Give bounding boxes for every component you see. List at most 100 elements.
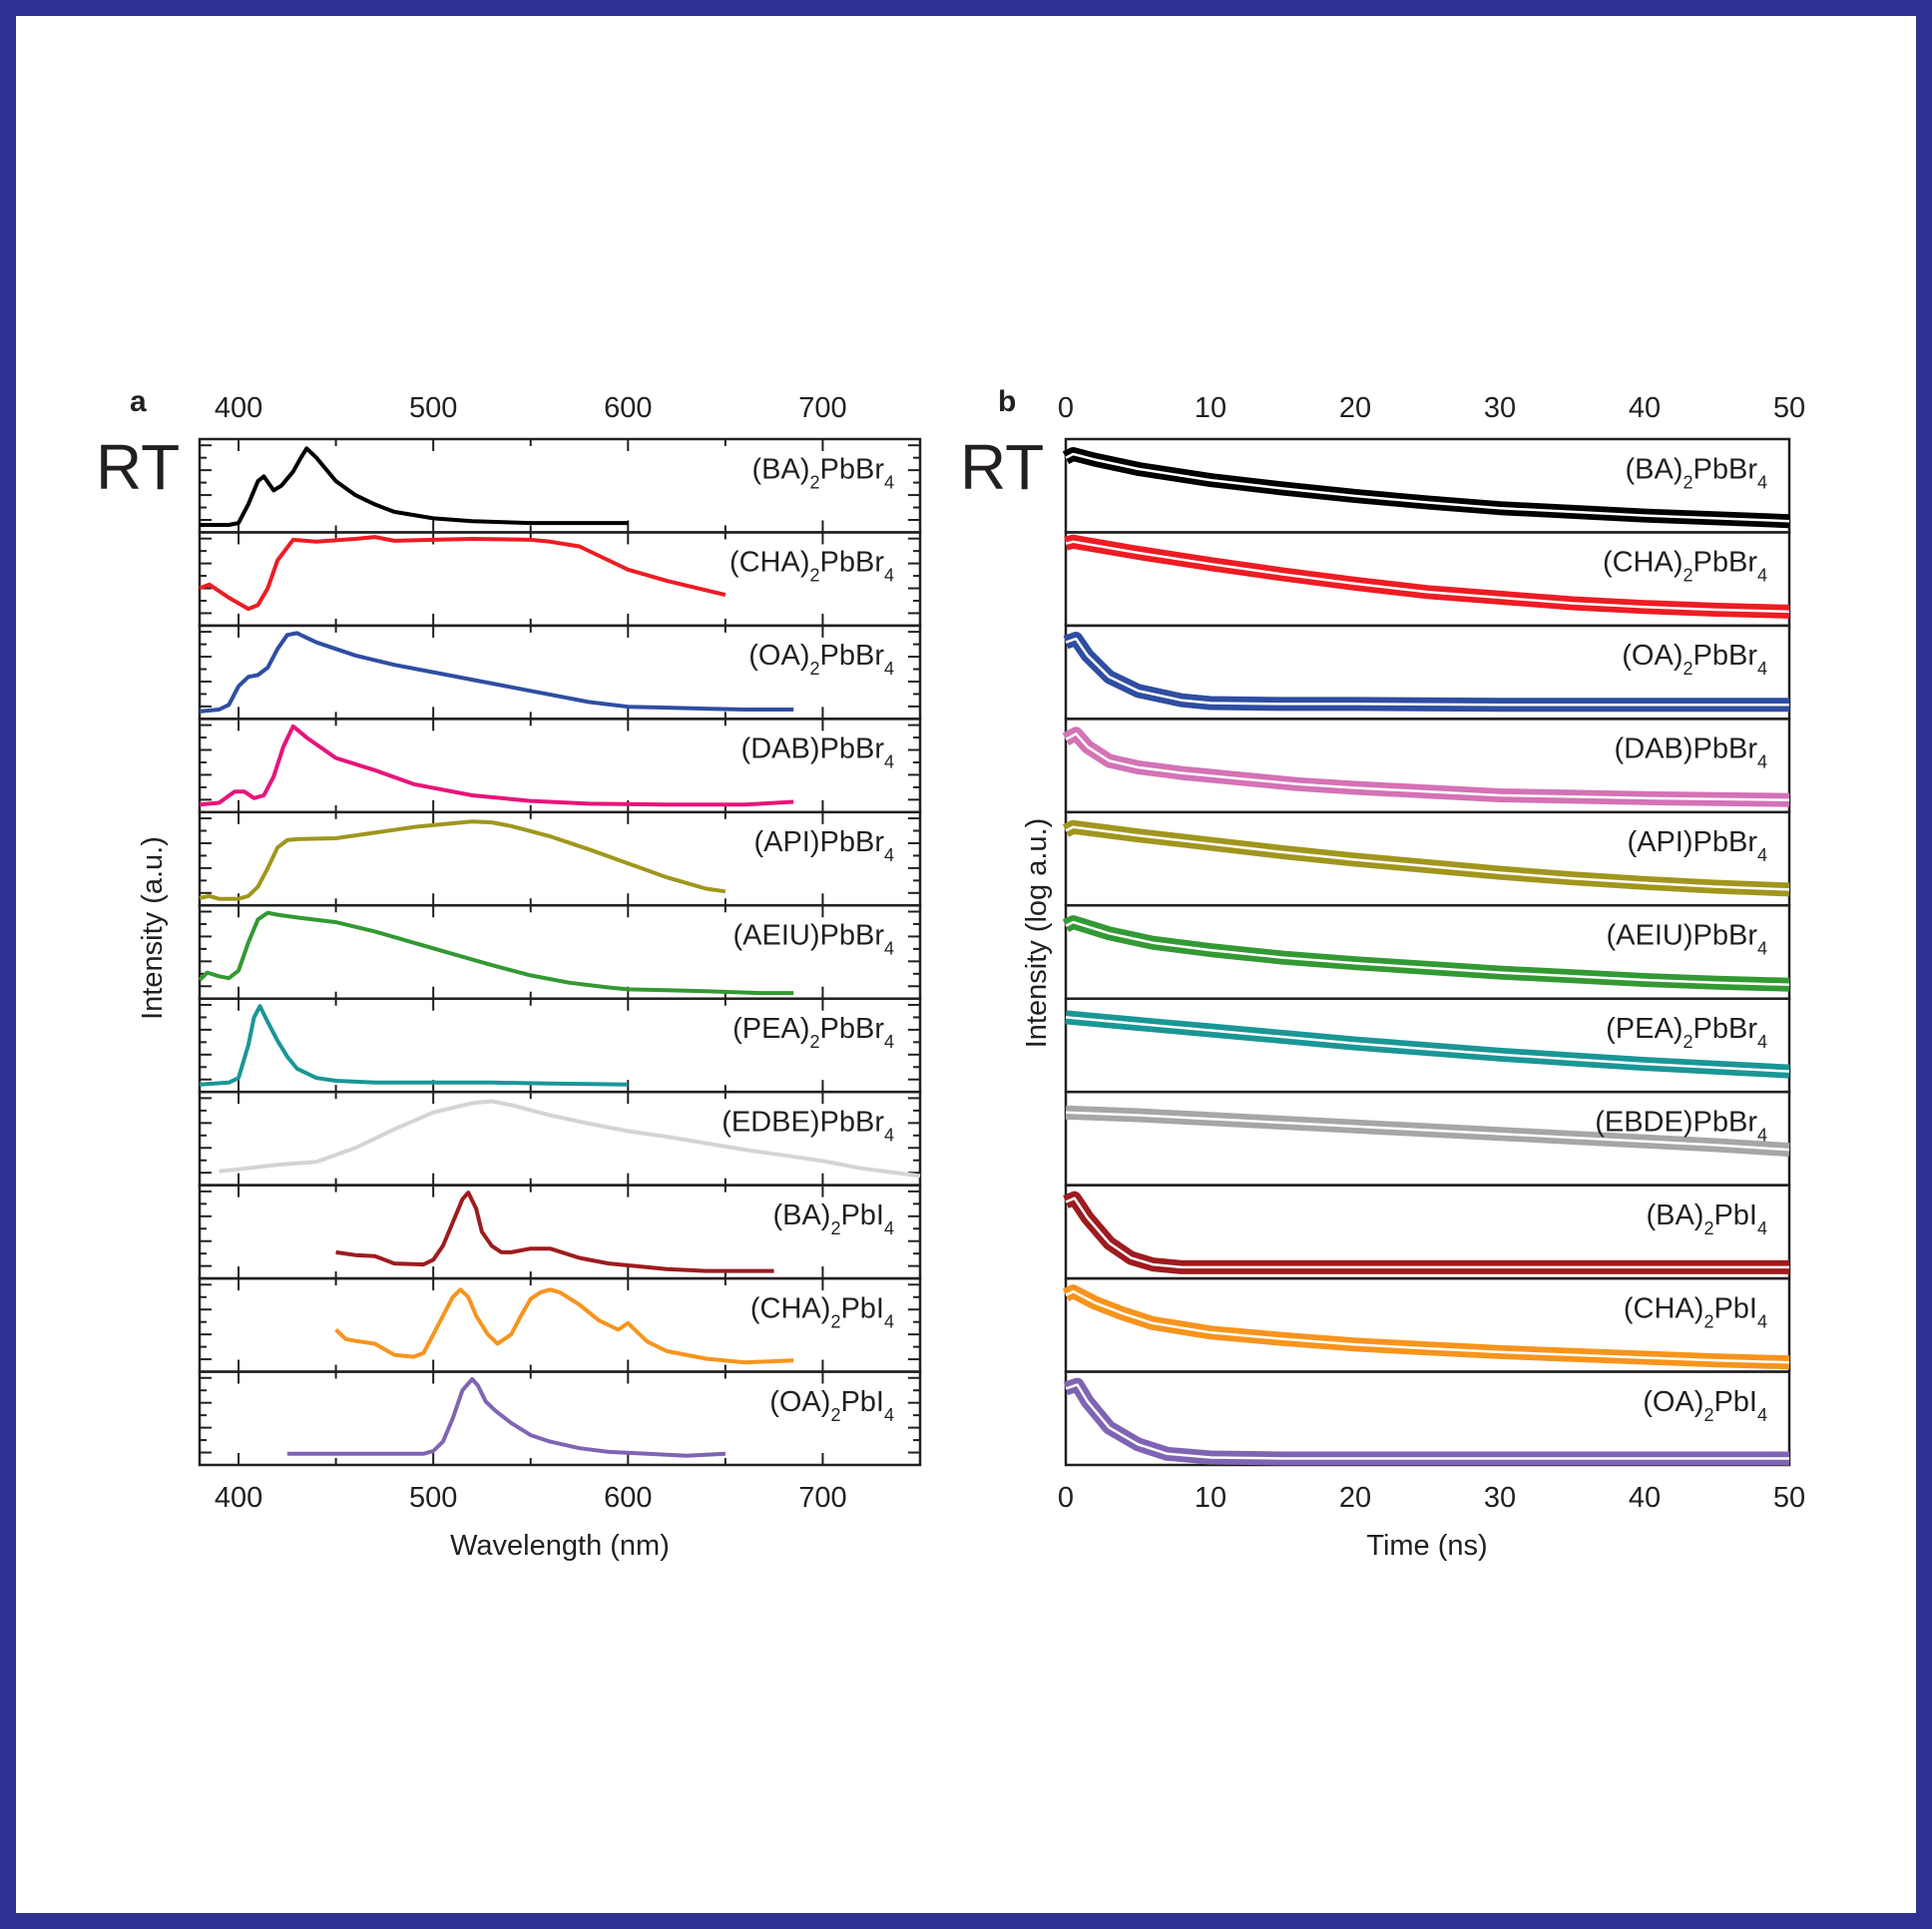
subplot-9: (BA)2PbI4 (1063, 1184, 1791, 1280)
x-tick-label-top: 700 (798, 392, 846, 424)
x-axis-title-a: Wavelength (nm) (450, 1530, 670, 1562)
series-fit (1065, 540, 1790, 614)
series-label: (AEIU)PbBr4 (733, 920, 895, 959)
subplot-2: (CHA)2PbBr4 (198, 531, 922, 628)
series-label: (PEA)2PbBr4 (732, 1013, 894, 1052)
subplot-6: (AEIU)PbBr4 (198, 904, 922, 1000)
subplot-5: (API)PbBr4 (1062, 810, 1791, 907)
series-line (199, 819, 726, 901)
series-label: (EBDE)PbBr4 (1595, 1106, 1767, 1145)
series-label: (OA)2PbI4 (769, 1386, 894, 1425)
x-tick-label-bottom: 50 (1773, 1482, 1805, 1514)
series-label: (OA)2PbBr4 (1622, 640, 1767, 679)
x-tick-label-bottom: 20 (1339, 1482, 1371, 1514)
series-line (334, 1287, 794, 1365)
subplot-3: (OA)2PbBr4 (1063, 624, 1791, 721)
series-label: (OA)2PbI4 (1643, 1386, 1767, 1425)
series-label: (BA)2PbBr4 (751, 453, 894, 492)
series-label: (OA)2PbBr4 (748, 640, 894, 679)
series-label: (EDBE)PbBr4 (722, 1106, 894, 1145)
x-tick-label-top: 500 (409, 392, 457, 424)
series-line (199, 631, 794, 714)
subplot-7: (PEA)2PbBr4 (198, 997, 922, 1094)
x-tick-label-top: 10 (1195, 392, 1226, 424)
subplots-a: (BA)2PbBr4 (CHA)2PbBr4 (OA)2PbBr4 (DAB)PbBr… (198, 437, 922, 1467)
subplot-1: (BA)2PbBr4 (198, 437, 922, 534)
x-tick-label-bottom: 500 (409, 1482, 457, 1514)
x-axis-title-b: Time (ns) (1366, 1530, 1487, 1562)
subplot-3: (OA)2PbBr4 (198, 624, 922, 721)
x-tick-label-bottom: 30 (1484, 1482, 1516, 1514)
x-tick-label-top: 600 (604, 392, 652, 424)
series-line (199, 1004, 629, 1087)
x-tick-label-top: 400 (215, 392, 262, 424)
x-tick-label-bottom: 0 (1058, 1482, 1074, 1514)
x-tick-label-top: 40 (1629, 392, 1661, 424)
panel-b-pl-decay: b RT Intensity (log a.u.) Time (ns) 0 10 2… (960, 385, 1805, 1562)
subplot-5: (API)PbBr4 (198, 810, 922, 907)
subplot-10: (CHA)2PbI4 (198, 1276, 922, 1373)
series-fit (1065, 1289, 1790, 1364)
series-fit (1065, 1111, 1790, 1152)
top-tick-labels-a: 400 500 600 700 (215, 392, 847, 424)
subplot-9: (BA)2PbI4 (198, 1184, 922, 1280)
subplot-6: (AEIU)PbBr4 (1062, 904, 1791, 1000)
y-axis-title-b: Intensity (log a.u.) (1021, 818, 1053, 1049)
series-label: (BA)2PbBr4 (1625, 453, 1767, 492)
top-tick-labels-b: 0 10 20 30 40 50 (1058, 392, 1805, 424)
subplot-11: (OA)2PbI4 (198, 1370, 922, 1467)
x-tick-label-bottom: 40 (1629, 1482, 1661, 1514)
series-line (200, 446, 629, 527)
x-tick-label-bottom: 700 (798, 1482, 846, 1514)
subplot-frame (198, 1370, 922, 1467)
series-line (219, 1099, 921, 1179)
panel-a-pl-spectra: a RT Intensity (a.u.) Wavelength (nm) 40… (96, 385, 922, 1562)
subplot-1: (BA)2PbBr4 (1062, 437, 1791, 534)
series-line (286, 1377, 725, 1458)
x-tick-label-top: 0 (1058, 392, 1074, 424)
series-label: (CHA)2PbI4 (1624, 1292, 1767, 1331)
series-line (199, 535, 726, 612)
x-tick-label-bottom: 10 (1195, 1482, 1226, 1514)
series-label: (PEA)2PbBr4 (1606, 1013, 1767, 1052)
series-fit (1065, 732, 1790, 801)
series-label: (API)PbBr4 (1627, 826, 1767, 865)
subplots-b: (BA)2PbBr4 (CHA)2PbBr4 (OA)2PbBr4 (DAB)PbBr… (1062, 437, 1791, 1467)
series-label: (DAB)PbBr4 (1615, 733, 1767, 772)
panel-label-a: a (130, 385, 147, 418)
x-tick-label-bottom: 400 (215, 1482, 262, 1514)
x-tick-label-top: 50 (1773, 392, 1805, 424)
series-label: (DAB)PbBr4 (741, 733, 894, 772)
series-label: (CHA)2PbI4 (750, 1292, 894, 1331)
y-axis-title-a: Intensity (a.u.) (137, 836, 169, 1020)
subplot-7: (PEA)2PbBr4 (1064, 997, 1791, 1094)
series-fit (1065, 1383, 1789, 1460)
series-fit (1065, 637, 1789, 707)
bottom-tick-labels-b: 0 10 20 30 40 50 (1058, 1482, 1805, 1514)
subplot-4: (DAB)PbBr4 (198, 718, 922, 814)
series-fit (1065, 1197, 1789, 1269)
series-line (335, 1191, 774, 1273)
series-fit (1065, 1016, 1790, 1073)
subplot-8: (EBDE)PbBr4 (1064, 1090, 1791, 1187)
series-label: (BA)2PbI4 (772, 1200, 894, 1238)
series-fit (1065, 452, 1790, 523)
series-label: (CHA)2PbBr4 (1603, 547, 1767, 586)
series-label: (API)PbBr4 (753, 826, 894, 865)
subplot-8: (EDBE)PbBr4 (198, 1090, 922, 1187)
series-fit (1065, 825, 1790, 891)
series-fit (1065, 920, 1790, 986)
series-label: (BA)2PbI4 (1646, 1200, 1767, 1238)
series-line (198, 910, 794, 996)
subplot-11: (OA)2PbI4 (1063, 1370, 1791, 1467)
rt-label-a: RT (96, 431, 180, 503)
subplot-4: (DAB)PbBr4 (1062, 718, 1791, 814)
series-line (199, 723, 794, 807)
x-tick-label-top: 20 (1339, 392, 1371, 424)
subplot-2: (CHA)2PbBr4 (1064, 531, 1791, 628)
panel-label-b: b (998, 385, 1016, 418)
x-tick-label-bottom: 600 (604, 1482, 652, 1514)
series-label: (AEIU)PbBr4 (1607, 920, 1768, 959)
subplot-10: (CHA)2PbI4 (1062, 1276, 1791, 1373)
